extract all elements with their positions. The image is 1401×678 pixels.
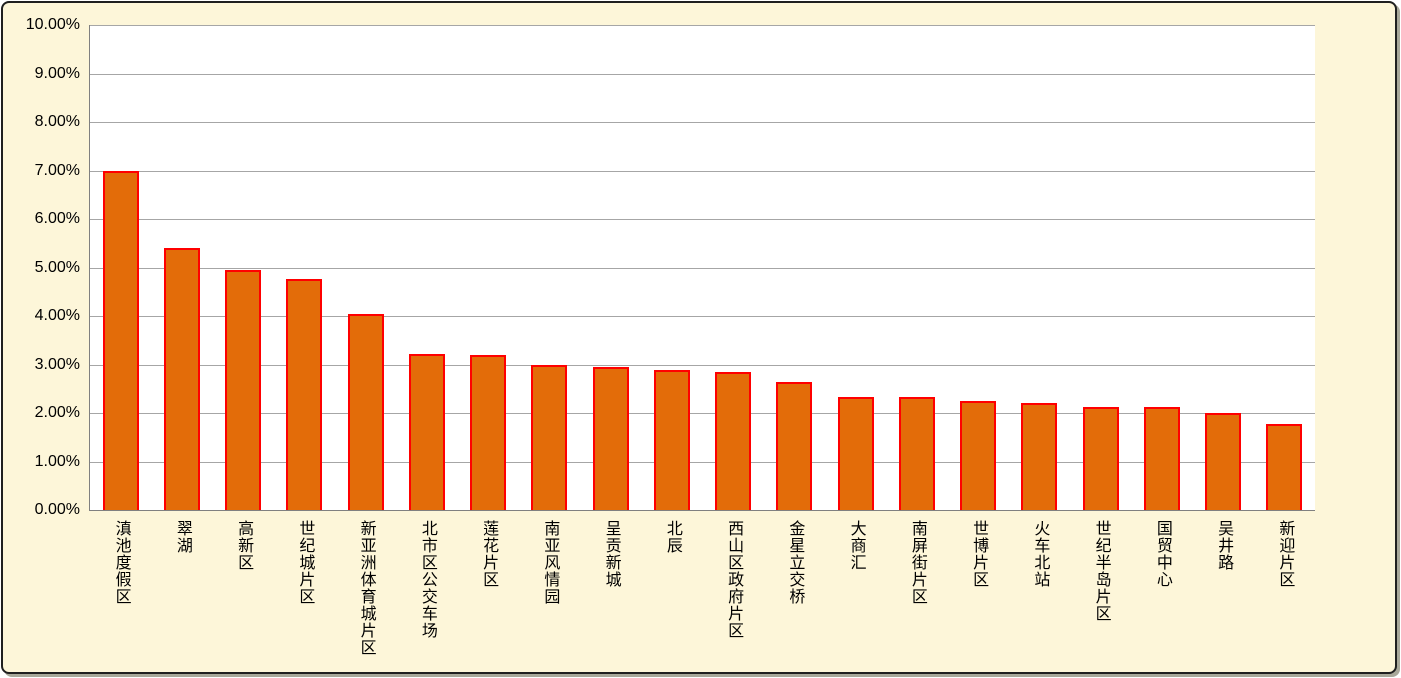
gridline — [90, 461, 1315, 463]
gridline — [90, 25, 1315, 26]
x-axis-line — [89, 510, 1315, 511]
y-tick-label: 9.00% — [34, 64, 80, 82]
gridline — [90, 316, 1315, 317]
bar — [898, 397, 935, 510]
bar — [163, 248, 200, 510]
x-tick-label: 世纪半岛片区 — [1092, 520, 1110, 622]
y-tick-label: 0.00% — [34, 501, 80, 518]
bar — [776, 381, 813, 510]
x-tick-label: 火车北站 — [1031, 520, 1049, 588]
bar — [225, 269, 262, 510]
x-tick-label: 新迎片区 — [1276, 520, 1294, 588]
bar — [531, 365, 568, 510]
y-axis-line — [89, 25, 90, 511]
y-tick-label: 8.00% — [34, 113, 80, 130]
x-tick-label: 滇池度假区 — [112, 520, 130, 605]
y-tick-label: 10.00% — [25, 16, 80, 33]
bar — [408, 353, 445, 510]
x-tick-label: 国贸中心 — [1153, 520, 1171, 588]
bar — [102, 170, 139, 510]
gridline — [90, 267, 1315, 269]
x-tick-label: 北辰 — [663, 520, 681, 554]
x-tick-label: 翠湖 — [173, 520, 191, 554]
bar — [1143, 407, 1180, 510]
bar — [653, 370, 690, 510]
gridline — [90, 122, 1315, 123]
x-tick-label: 北市区公交车场 — [418, 520, 436, 639]
y-tick-label: 5.00% — [34, 258, 80, 276]
gridline — [90, 73, 1315, 75]
gridline — [90, 219, 1315, 220]
bar — [837, 396, 874, 510]
x-tick-label: 世博片区 — [970, 520, 988, 588]
x-tick-label: 南屏街片区 — [908, 520, 926, 605]
x-tick-label: 新亚洲体育城片区 — [357, 520, 375, 656]
bar — [715, 372, 752, 510]
x-tick-label: 大商汇 — [847, 520, 865, 571]
x-tick-label: 高新区 — [235, 520, 253, 571]
y-tick-label: 7.00% — [34, 161, 80, 179]
bar — [347, 313, 384, 510]
y-tick-label: 4.00% — [34, 307, 80, 324]
y-tick-label: 6.00% — [34, 210, 80, 227]
gridline — [90, 364, 1315, 366]
x-tick-label: 吴井路 — [1215, 520, 1233, 571]
x-tick-label: 呈贡新城 — [602, 520, 620, 588]
y-tick-label: 3.00% — [34, 355, 80, 373]
x-tick-label: 莲花片区 — [480, 520, 498, 588]
y-tick-label: 2.00% — [34, 404, 80, 421]
bar — [1205, 413, 1242, 510]
bar — [960, 401, 997, 510]
gridline — [90, 170, 1315, 172]
x-tick-label: 南亚风情园 — [541, 520, 559, 605]
x-tick-label: 金星立交桥 — [786, 520, 804, 605]
plot-area — [90, 25, 1315, 510]
gridline — [90, 413, 1315, 414]
x-tick-label: 西山区政府片区 — [725, 520, 743, 639]
bar — [1082, 407, 1119, 510]
y-tick-label: 1.00% — [34, 452, 80, 470]
x-tick-label: 世纪城片区 — [296, 520, 314, 605]
bar — [470, 354, 507, 510]
bar — [592, 366, 629, 510]
bar — [1021, 402, 1058, 510]
bar — [286, 279, 323, 510]
bar — [1266, 423, 1303, 510]
